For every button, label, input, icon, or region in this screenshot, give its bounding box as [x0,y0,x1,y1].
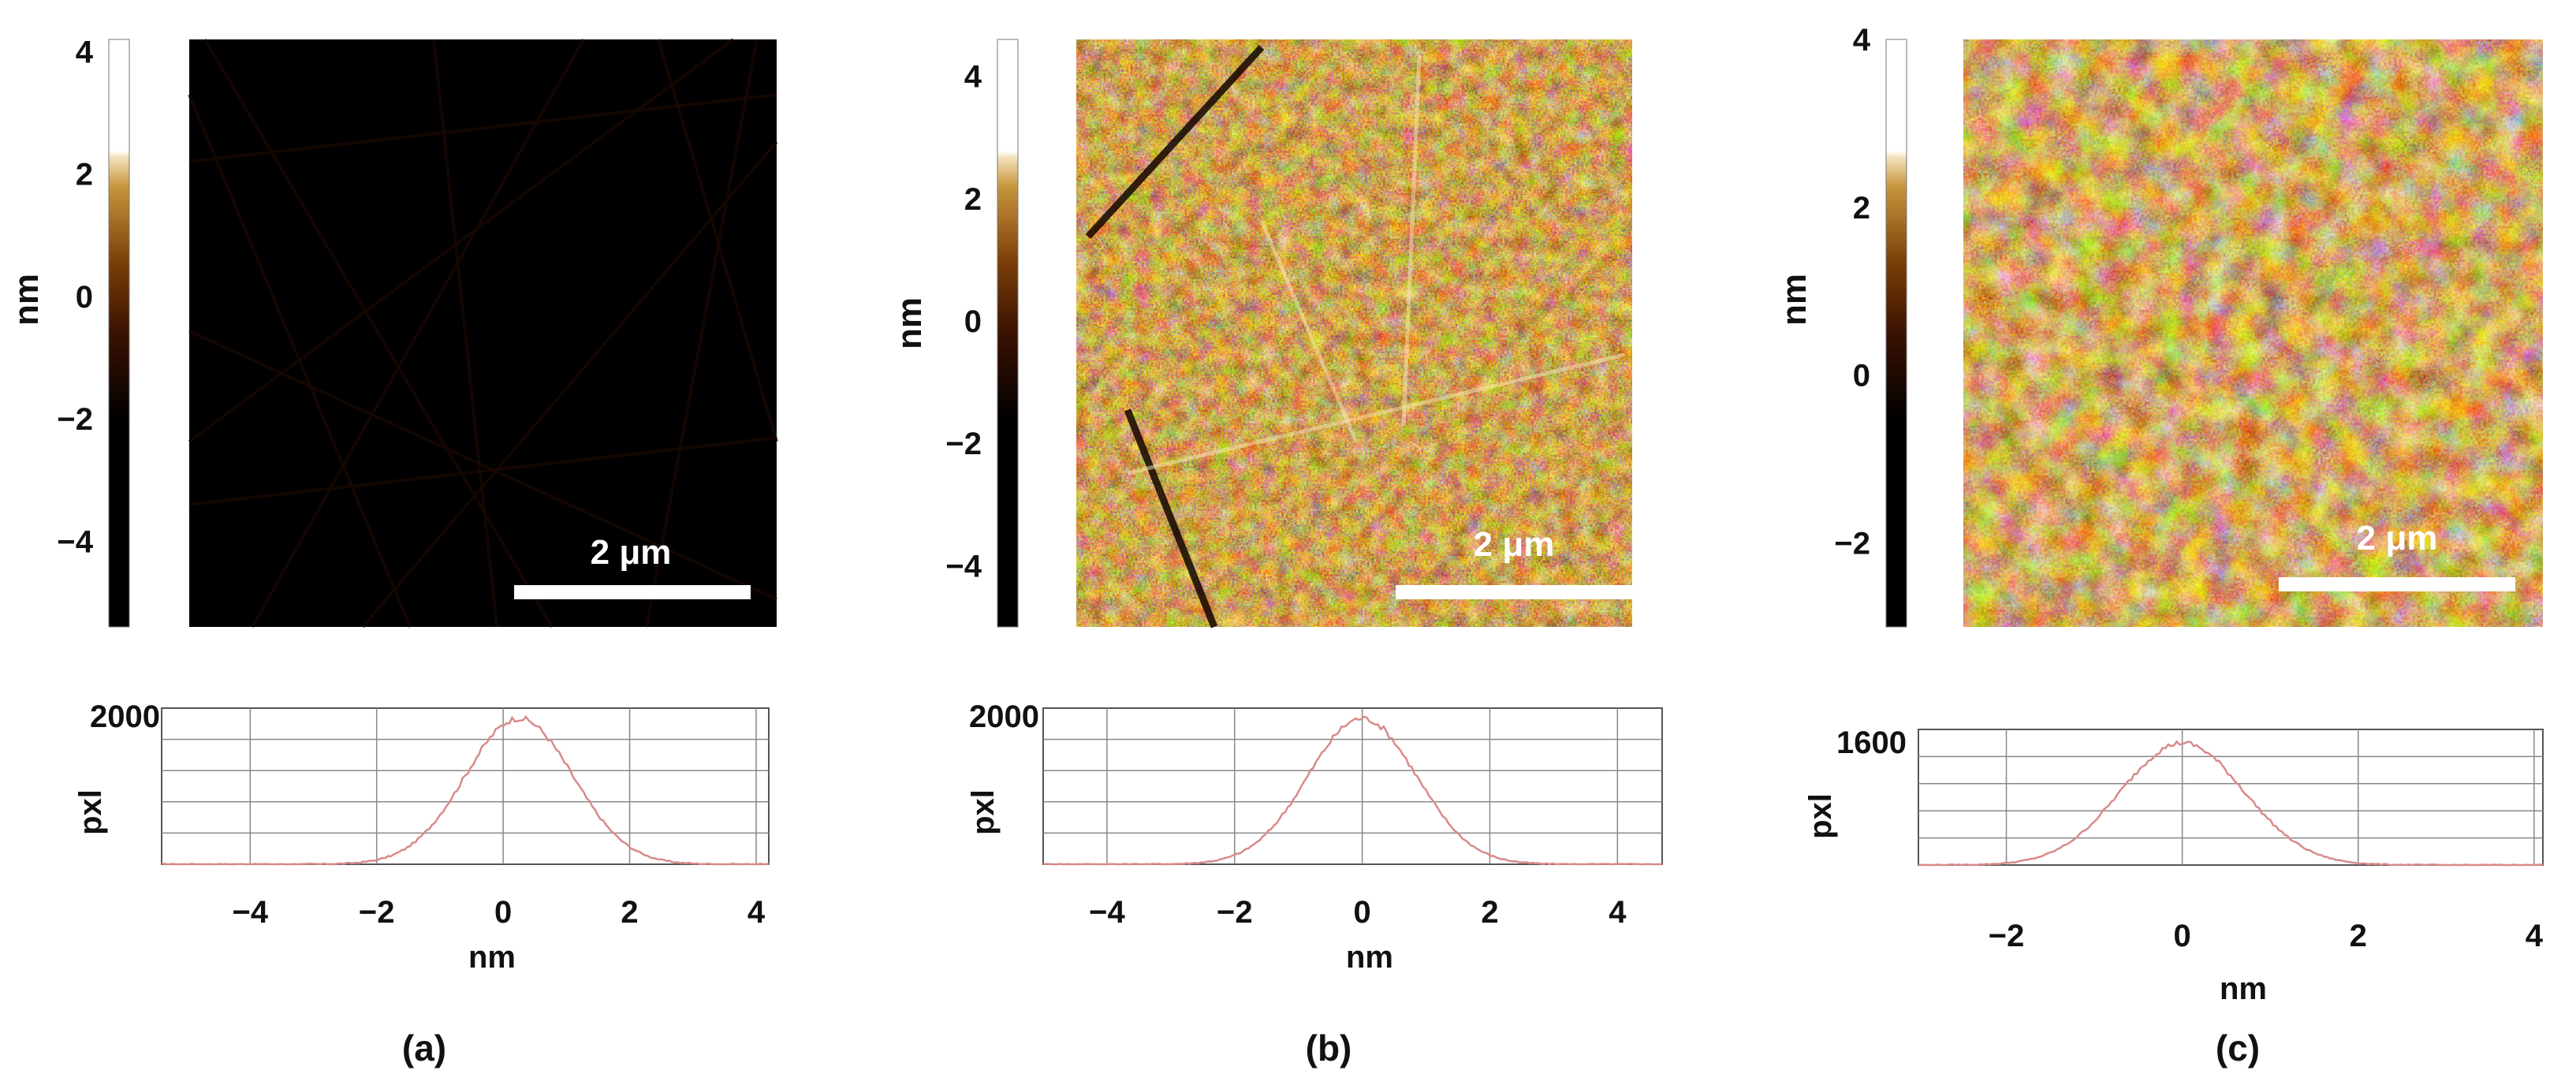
histogram-xtick-label: 0 [1354,895,1371,930]
histogram-xtick-label: 0 [494,895,512,930]
histogram-xtick-label: 4 [1609,895,1627,930]
colorbar-tick-label: −4 [57,524,93,559]
scale-bar-label: 2 μm [2357,519,2438,558]
histogram-xtick-label: −4 [1089,895,1125,930]
colorbar-axis-label: nm [7,274,46,326]
histogram-xlabel: nm [468,940,516,975]
colorbar-tick-label: −2 [1834,527,1870,561]
scale-bar: 2 μm [2279,519,2515,591]
scale-bar: 2 μm [514,533,751,599]
colorbar-ticks-b: 4 2 0 −2 −4 [945,60,982,584]
colorbar-tick-label: 2 [964,182,982,217]
histogram-xtick-label: 2 [621,895,638,930]
scale-bar-label: 2 μm [1474,525,1555,564]
colorbar-tick-label: −4 [945,549,982,584]
scratch-lines [188,38,778,628]
histogram-xtick-label: −4 [232,895,268,930]
histogram-xtick-label: 4 [2526,919,2544,953]
panel-c: nm 4 2 0 −2 2 μm pxl 1600 −2 0 2 4 nm (c) [1775,23,2544,1068]
colorbar-tick-label: −2 [57,402,93,437]
histogram-c: pxl 1600 −2 0 2 4 nm [1803,725,2544,1006]
histogram-series-line [162,714,770,866]
colorbar [108,39,130,628]
colorbar-axis-label: nm [1775,274,1814,326]
colorbar-tick-label: 4 [76,35,94,70]
histogram-frame [1042,707,1663,865]
histogram-xlabel: nm [1346,940,1393,975]
colorbar-tick-label: 4 [964,60,982,95]
colorbar-tick-label: 0 [964,304,982,339]
panel-label: (a) [402,1027,446,1068]
colorbar [1885,39,1907,628]
histogram-ylabel: pxl [966,789,1001,835]
afm-image: 2 μm [1076,39,1632,628]
panel-a: nm 4 2 0 −2 −4 2 μm [7,35,778,1068]
histogram-frame [161,707,770,865]
histogram-a: pxl 2000 −4 −2 0 2 4 nm [73,699,770,975]
histogram-frame [1918,729,2544,866]
histogram-xtick-label: −2 [1989,919,2025,953]
scratch-lines [1085,44,1265,628]
histogram-xtick-label: −2 [1217,895,1253,930]
histogram-plot-b: −4 −2 0 2 4 [1042,707,1663,930]
histogram-xtick-label: 2 [2350,919,2367,953]
histogram-b: pxl 2000 −4 −2 0 2 4 nm [966,699,1663,975]
histogram-plot-c: −2 0 2 4 [1918,729,2544,953]
colorbar [997,39,1019,628]
scale-bar: 2 μm [1396,525,1632,599]
colorbar-tick-label: 2 [1853,191,1870,226]
panel-b: nm 4 2 0 −2 −4 2 μm pxl 2000 −4 −2 0 2 4 [890,39,1663,1068]
afm-image: 2 μm [188,38,778,628]
colorbar-tick-label: 2 [76,158,93,192]
histogram-ylabel: pxl [73,789,108,835]
colorbar-tick-label: 0 [1853,359,1870,393]
histogram-ytick: 2000 [969,699,1039,734]
histogram-series-line [1918,740,2544,867]
colorbar-ticks-c: 4 2 0 −2 [1834,23,1870,561]
histogram-plot-a: −4 −2 0 2 4 [161,707,770,930]
histogram-series-line [1042,715,1662,866]
panel-label: (b) [1306,1027,1352,1068]
histogram-xtick-label: 0 [2174,919,2191,953]
histogram-ytick: 2000 [90,699,160,734]
histogram-xtick-label: 2 [1481,895,1498,930]
colorbar-tick-label: 0 [76,280,93,315]
colorbar-tick-label: 4 [1853,23,1871,58]
scale-bar-label: 2 μm [591,533,672,572]
panel-label: (c) [2216,1027,2260,1068]
colorbar-axis-label: nm [890,297,929,349]
histogram-ytick: 1600 [1836,725,1907,760]
colorbar-ticks-a: 4 2 0 −2 −4 [57,35,93,560]
colorbar-tick-label: −2 [945,427,982,461]
histogram-ylabel: pxl [1803,793,1838,839]
histogram-xlabel: nm [2220,972,2267,1006]
histogram-xtick-label: −2 [359,895,395,930]
histogram-xtick-label: 4 [747,895,766,930]
afm-image: 2 μm [1963,39,2543,627]
